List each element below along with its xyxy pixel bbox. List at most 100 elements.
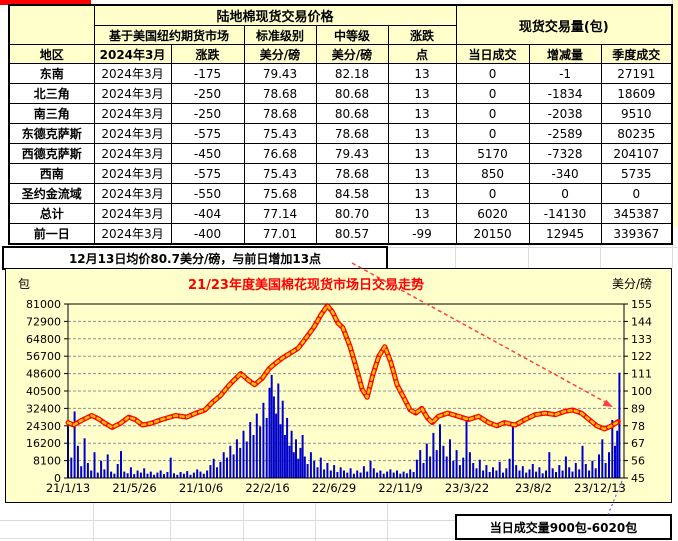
cell-delta-volume[interactable]: -14130 <box>528 203 602 224</box>
cell-change[interactable]: -250 <box>170 83 245 104</box>
col-header-std-cents[interactable]: 美分/磅 <box>243 44 317 64</box>
cell-change[interactable]: -250 <box>170 103 245 124</box>
volume-header[interactable]: 现货交易量(包) <box>455 4 673 45</box>
cell-today-volume[interactable]: 0 <box>455 123 530 144</box>
cell-change[interactable]: -404 <box>170 203 245 224</box>
average-price-note[interactable]: 12月13日均价80.7美分/磅，与前日增加13点 <box>2 246 388 270</box>
cell-region[interactable]: 西南 <box>8 163 95 184</box>
col-header-today-volume[interactable]: 当日成交 <box>455 44 530 64</box>
cell-mid-price[interactable]: 84.58 <box>315 183 389 204</box>
cell-mid-price[interactable]: 79.43 <box>315 143 389 164</box>
cell-quarter-volume[interactable]: 27191 <box>600 63 673 84</box>
cell-change[interactable]: -575 <box>170 163 245 184</box>
cell-delta-volume[interactable]: -2038 <box>528 103 602 124</box>
cell-change[interactable]: -550 <box>170 183 245 204</box>
cell-delta-volume[interactable]: -340 <box>528 163 602 184</box>
col-header-change[interactable]: 涨跌 <box>170 44 245 64</box>
cell-delta-volume[interactable]: -1 <box>528 63 602 84</box>
cell-change[interactable]: -575 <box>170 123 245 144</box>
cell-region[interactable]: 圣约金流域 <box>8 183 95 204</box>
cell-today-volume[interactable]: 850 <box>455 163 530 184</box>
cell-mid-price[interactable]: 78.68 <box>315 123 389 144</box>
cell-change[interactable]: -400 <box>170 223 245 245</box>
cell-month[interactable]: 2024年3月 <box>93 83 172 104</box>
cell-quarter-volume[interactable]: 204107 <box>600 143 673 164</box>
cell-mid-price[interactable]: 82.18 <box>315 63 389 84</box>
cell-change[interactable]: -175 <box>170 63 245 84</box>
cell-month[interactable]: 2024年3月 <box>93 63 172 84</box>
cell-change[interactable]: -450 <box>170 143 245 164</box>
col-header-delta-volume[interactable]: 增减量 <box>528 44 602 64</box>
cell-month[interactable]: 2024年3月 <box>93 103 172 124</box>
cell-std-price[interactable]: 79.43 <box>243 63 317 84</box>
cell-today-volume[interactable]: 6020 <box>455 203 530 224</box>
col-header-mid-cents[interactable]: 美分/磅 <box>315 44 389 64</box>
cell-std-price[interactable]: 75.43 <box>243 163 317 184</box>
cell-quarter-volume[interactable]: 5735 <box>600 163 673 184</box>
cell-delta-volume[interactable]: -7328 <box>528 143 602 164</box>
cell-points[interactable]: 13 <box>387 183 457 204</box>
cell-mid-price[interactable]: 78.68 <box>315 163 389 184</box>
cell-today-volume[interactable]: 0 <box>455 83 530 104</box>
cell-points[interactable]: 13 <box>387 83 457 104</box>
cell-region[interactable]: 东德克萨斯 <box>8 123 95 144</box>
cell-month[interactable]: 2024年3月 <box>93 123 172 144</box>
futures-header[interactable]: 基于美国纽约期货市场 <box>93 25 245 45</box>
cell-std-price[interactable]: 77.14 <box>243 203 317 224</box>
cell-points[interactable]: 13 <box>387 163 457 184</box>
middle-header[interactable]: 中等级 <box>315 25 389 45</box>
cell-month[interactable]: 2024年3月 <box>93 183 172 204</box>
cell-month[interactable]: 2024年3月 <box>93 203 172 224</box>
cell-mid-price[interactable]: 80.68 <box>315 83 389 104</box>
cell-quarter-volume[interactable]: 9510 <box>600 103 673 124</box>
cell-delta-volume[interactable]: -2589 <box>528 123 602 144</box>
cell-today-volume[interactable]: 5170 <box>455 143 530 164</box>
cell-quarter-volume[interactable]: 345387 <box>600 203 673 224</box>
cell-delta-volume[interactable]: 12945 <box>528 223 602 245</box>
col-header-points[interactable]: 点 <box>387 44 457 64</box>
cell-month[interactable]: 2024年3月 <box>93 163 172 184</box>
cell-points[interactable]: -99 <box>387 223 457 245</box>
standard-header[interactable]: 标准级别 <box>243 25 317 45</box>
cell-delta-volume[interactable]: -1834 <box>528 83 602 104</box>
col-header-quarter-volume[interactable]: 季度成交 <box>600 44 673 64</box>
cell-region[interactable]: 南三角 <box>8 103 95 124</box>
cell-today-volume[interactable]: 20150 <box>455 223 530 245</box>
table-title[interactable]: 陆地棉现货交易价格 <box>93 4 457 26</box>
cell-today-volume[interactable]: 0 <box>455 63 530 84</box>
cell-region[interactable]: 前一日 <box>8 223 95 245</box>
cell-std-price[interactable]: 76.68 <box>243 143 317 164</box>
cotton-market-chart[interactable]: 包美分/磅 21/23年度美国棉花现货市场日交易走势 81000 155 72900 14… <box>5 262 672 518</box>
cell-quarter-volume[interactable]: 339367 <box>600 223 673 245</box>
corner-cell[interactable] <box>8 4 95 45</box>
cell-quarter-volume[interactable]: 0 <box>600 183 673 204</box>
cell-points[interactable]: 13 <box>387 123 457 144</box>
cell-std-price[interactable]: 75.43 <box>243 123 317 144</box>
cell-delta-volume[interactable]: 0 <box>528 183 602 204</box>
cell-region[interactable]: 东南 <box>8 63 95 84</box>
cell-mid-price[interactable]: 80.70 <box>315 203 389 224</box>
region-header[interactable]: 地区 <box>8 44 95 64</box>
col-header-month[interactable]: 2024年3月 <box>93 44 172 64</box>
cell-points[interactable]: 13 <box>387 143 457 164</box>
cell-std-price[interactable]: 77.01 <box>243 223 317 245</box>
cell-mid-price[interactable]: 80.68 <box>315 103 389 124</box>
cell-std-price[interactable]: 78.68 <box>243 103 317 124</box>
cell-quarter-volume[interactable]: 80235 <box>600 123 673 144</box>
cell-today-volume[interactable]: 0 <box>455 183 530 204</box>
change-header[interactable]: 涨跌 <box>387 25 457 45</box>
cell-std-price[interactable]: 75.68 <box>243 183 317 204</box>
today-volume-note[interactable]: 当日成交量900包-6020包 <box>455 514 672 540</box>
cell-today-volume[interactable]: 0 <box>455 103 530 124</box>
cell-points[interactable]: 13 <box>387 103 457 124</box>
cell-region[interactable]: 西德克萨斯 <box>8 143 95 164</box>
cell-mid-price[interactable]: 80.57 <box>315 223 389 245</box>
cell-region[interactable]: 北三角 <box>8 83 95 104</box>
cell-points[interactable]: 13 <box>387 63 457 84</box>
cell-points[interactable]: 13 <box>387 203 457 224</box>
cell-std-price[interactable]: 78.68 <box>243 83 317 104</box>
cell-quarter-volume[interactable]: 18609 <box>600 83 673 104</box>
cell-month[interactable]: 2024年3月 <box>93 143 172 164</box>
cell-region[interactable]: 总计 <box>8 203 95 224</box>
cell-month[interactable]: 2024年3月 <box>93 223 172 245</box>
